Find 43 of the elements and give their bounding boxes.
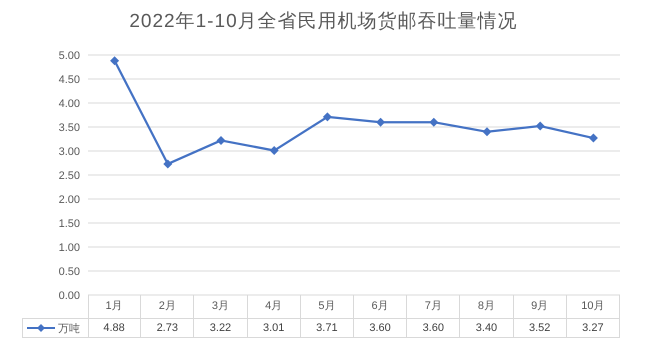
data-label: 3.01 <box>262 321 286 336</box>
y-tick-label: 1.50 <box>58 218 80 230</box>
y-tick-label: 4.50 <box>58 74 80 86</box>
data-label: 3.60 <box>368 321 392 336</box>
data-label: 3.71 <box>315 321 339 336</box>
x-tick-label: 4月 <box>264 299 284 314</box>
x-tick-label: 9月 <box>530 299 550 314</box>
data-label: 3.22 <box>208 321 232 336</box>
y-tick-label: 1.00 <box>58 242 80 254</box>
data-label: 2.73 <box>156 321 179 336</box>
y-tick-label: 2.00 <box>58 194 80 206</box>
point <box>376 118 386 127</box>
point <box>482 127 492 136</box>
point <box>216 136 226 145</box>
y-tick-label: 0.50 <box>58 266 80 278</box>
x-tick-label: 6月 <box>370 299 390 314</box>
x-tick-label: 1月 <box>104 299 124 314</box>
x-tick-label: 8月 <box>476 299 496 314</box>
data-label: 3.60 <box>422 321 445 336</box>
point <box>429 118 438 127</box>
y-tick-label: 0.00 <box>58 290 80 302</box>
y-tick-label: 5.00 <box>58 50 80 62</box>
y-tick-label: 4.00 <box>58 98 80 110</box>
x-tick-label: 10月 <box>580 299 606 314</box>
legend-label: 万吨 <box>58 322 80 336</box>
x-tick-label: 7月 <box>424 299 443 314</box>
point <box>270 146 279 156</box>
data-label: 3.40 <box>474 321 498 336</box>
x-tick-label: 3月 <box>210 299 230 314</box>
x-tick-label: 2月 <box>158 299 177 314</box>
data-label: 4.88 <box>102 321 126 336</box>
point <box>322 112 332 122</box>
data-label: 3.27 <box>581 321 605 336</box>
point <box>588 134 598 143</box>
point <box>110 56 120 66</box>
y-tick-label: 3.00 <box>58 146 80 158</box>
data-label: 3.52 <box>528 321 552 336</box>
x-tick-label: 5月 <box>317 299 336 314</box>
point <box>163 159 172 168</box>
y-tick-label: 3.50 <box>58 122 80 134</box>
chart-title: 2022年1-10月全省民用机场货邮吞吐量情况 <box>128 10 519 34</box>
point <box>536 122 545 131</box>
y-tick-label: 2.50 <box>58 170 80 182</box>
